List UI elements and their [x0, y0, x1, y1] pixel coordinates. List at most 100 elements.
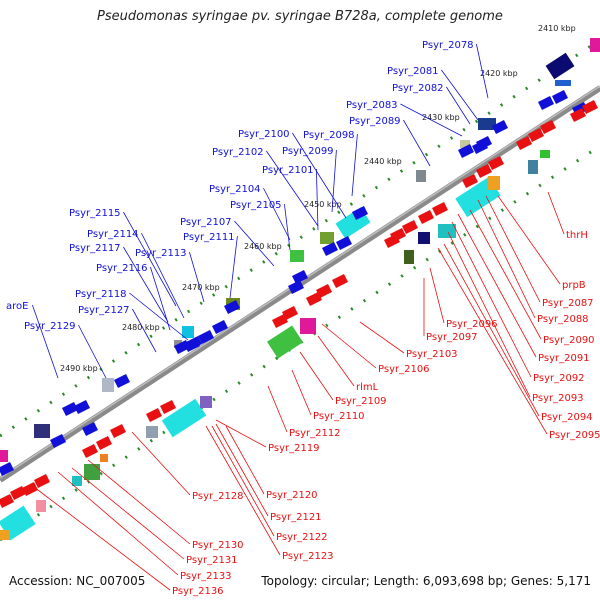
gene-label-forward[interactable]: Psyr_2105 — [230, 200, 282, 211]
gene-leader-line — [132, 308, 157, 353]
gene-label-reverse[interactable]: Psyr_2136 — [172, 586, 224, 597]
feature-block — [72, 476, 82, 486]
gene-label-forward[interactable]: Psyr_2118 — [75, 289, 127, 300]
gene-label-reverse[interactable]: Psyr_2106 — [378, 364, 430, 375]
forward-arrow — [0, 462, 14, 476]
feature-block — [528, 160, 538, 174]
scale-tick-label: 2470 kbp — [182, 283, 220, 292]
forward-arrow — [224, 300, 240, 314]
gene-label-reverse[interactable]: Psyr_2096 — [446, 319, 498, 330]
gene-label-reverse[interactable]: rlmL — [356, 382, 379, 393]
forward-arrow — [552, 90, 568, 104]
gene-label-reverse[interactable]: Psyr_2112 — [289, 428, 341, 439]
gene-leader-line — [446, 86, 471, 125]
gene-leader-line — [351, 133, 358, 197]
feature-block — [320, 232, 334, 244]
gene-leader-line — [441, 69, 479, 121]
gene-leader-line — [189, 251, 205, 303]
gene-label-reverse[interactable]: Psyr_2130 — [192, 540, 244, 551]
gene-label-reverse[interactable]: Psyr_2119 — [268, 443, 320, 454]
gene-label-forward[interactable]: Psyr_2083 — [346, 100, 398, 111]
gene-label-reverse[interactable]: Psyr_2103 — [406, 349, 458, 360]
feature-block — [416, 170, 426, 182]
gene-label-forward[interactable]: Psyr_2098 — [303, 130, 355, 141]
gene-leader-line — [234, 220, 275, 267]
gene-label-reverse[interactable]: Psyr_2095 — [549, 430, 600, 441]
gene-label-reverse[interactable]: Psyr_2087 — [542, 298, 594, 309]
gene-label-forward[interactable]: Psyr_2117 — [69, 243, 121, 254]
reverse-arrow — [34, 474, 50, 488]
reverse-arrow — [82, 444, 98, 458]
gene-label-forward[interactable]: Psyr_2115 — [69, 208, 121, 219]
gene-leader-line — [485, 195, 541, 303]
reverse-arrow — [516, 136, 532, 150]
gene-leader-line — [205, 425, 281, 556]
gene-label-forward[interactable]: Psyr_2081 — [387, 66, 439, 77]
gene-leader-line — [211, 425, 275, 537]
gene-label-reverse[interactable]: Psyr_2093 — [532, 393, 584, 404]
gene-label-reverse[interactable]: prpB — [562, 280, 586, 291]
forward-arrow — [322, 242, 338, 256]
gene-leader-line — [321, 323, 377, 369]
gene-label-reverse[interactable]: Psyr_2122 — [276, 532, 328, 543]
gene-leader-line — [359, 321, 405, 354]
gene-label-forward[interactable]: aroE — [6, 301, 28, 312]
reverse-arrow — [0, 494, 14, 508]
reverse-arrow — [418, 210, 434, 224]
map-title: Pseudomonas syringae pv. syringae B728a,… — [97, 9, 503, 24]
gene-label-reverse[interactable]: Psyr_2110 — [313, 411, 365, 422]
gene-leader-line — [403, 119, 431, 167]
gene-leader-line — [331, 149, 337, 213]
gene-label-forward[interactable]: Psyr_2104 — [209, 184, 261, 195]
gene-label-forward[interactable]: Psyr_2102 — [212, 147, 264, 158]
gene-label-forward[interactable]: Psyr_2082 — [392, 83, 444, 94]
gene-label-reverse[interactable]: Psyr_2120 — [266, 490, 318, 501]
gene-label-reverse[interactable]: thrH — [566, 230, 588, 241]
gene-label-reverse[interactable]: Psyr_2133 — [180, 571, 232, 582]
gene-label-reverse[interactable]: Psyr_2131 — [186, 555, 238, 566]
gene-label-forward[interactable]: Psyr_2127 — [78, 305, 130, 316]
gene-label-forward[interactable]: Psyr_2116 — [96, 263, 148, 274]
gene-label-reverse[interactable]: Psyr_2088 — [537, 314, 589, 325]
gene-label-reverse[interactable]: Psyr_2091 — [538, 353, 590, 364]
gene-leader-line — [284, 203, 291, 251]
gene-label-reverse[interactable]: Psyr_2123 — [282, 551, 334, 562]
forward-strand-arrows — [0, 90, 588, 476]
scale-tick-label: 2450 kbp — [304, 200, 342, 209]
gene-label-reverse[interactable]: Psyr_2121 — [270, 512, 322, 523]
reverse-arrow — [282, 306, 298, 320]
gene-label-reverse[interactable]: Psyr_2097 — [426, 332, 478, 343]
gene-leader-line — [225, 425, 265, 495]
gene-label-forward[interactable]: Psyr_2113 — [135, 248, 187, 259]
reverse-arrow — [110, 424, 126, 438]
gene-label-forward[interactable]: Psyr_2129 — [24, 321, 76, 332]
gene-label-forward[interactable]: Psyr_2100 — [238, 129, 290, 140]
gene-label-forward[interactable]: Psyr_2078 — [422, 40, 474, 51]
gene-leader-line — [57, 471, 179, 576]
gene-label-forward[interactable]: Psyr_2111 — [183, 232, 235, 243]
gene-label-reverse[interactable]: Psyr_2090 — [543, 335, 595, 346]
forward-arrow — [114, 374, 130, 388]
gene-label-forward[interactable]: Psyr_2101 — [262, 165, 314, 176]
scale-tick-label: 2430 kbp — [422, 113, 460, 122]
gene-label-forward[interactable]: Psyr_2099 — [282, 146, 334, 157]
gene-label-forward[interactable]: Psyr_2107 — [180, 217, 232, 228]
reverse-arrow — [96, 436, 112, 450]
scale-tick-label: 2460 kbp — [244, 242, 282, 251]
feature-block — [590, 38, 600, 52]
gene-label-reverse[interactable]: Psyr_2094 — [541, 412, 593, 423]
reverse-arrow — [160, 400, 176, 414]
forward-arrow — [186, 336, 202, 350]
feature-block — [460, 140, 470, 148]
gene-label-reverse[interactable]: Psyr_2109 — [335, 396, 387, 407]
gene-label-forward[interactable]: Psyr_2114 — [87, 229, 139, 240]
reverse-arrow — [384, 234, 400, 248]
gene-label-reverse[interactable]: Psyr_2128 — [192, 491, 244, 502]
gene-label-reverse[interactable]: Psyr_2092 — [533, 373, 585, 384]
reverse-arrow — [540, 120, 556, 134]
gene-leader-line — [292, 132, 347, 219]
feature-block — [100, 454, 108, 462]
gene-leader-line — [429, 267, 445, 324]
gene-leader-line — [150, 266, 171, 331]
gene-label-forward[interactable]: Psyr_2089 — [349, 116, 401, 127]
